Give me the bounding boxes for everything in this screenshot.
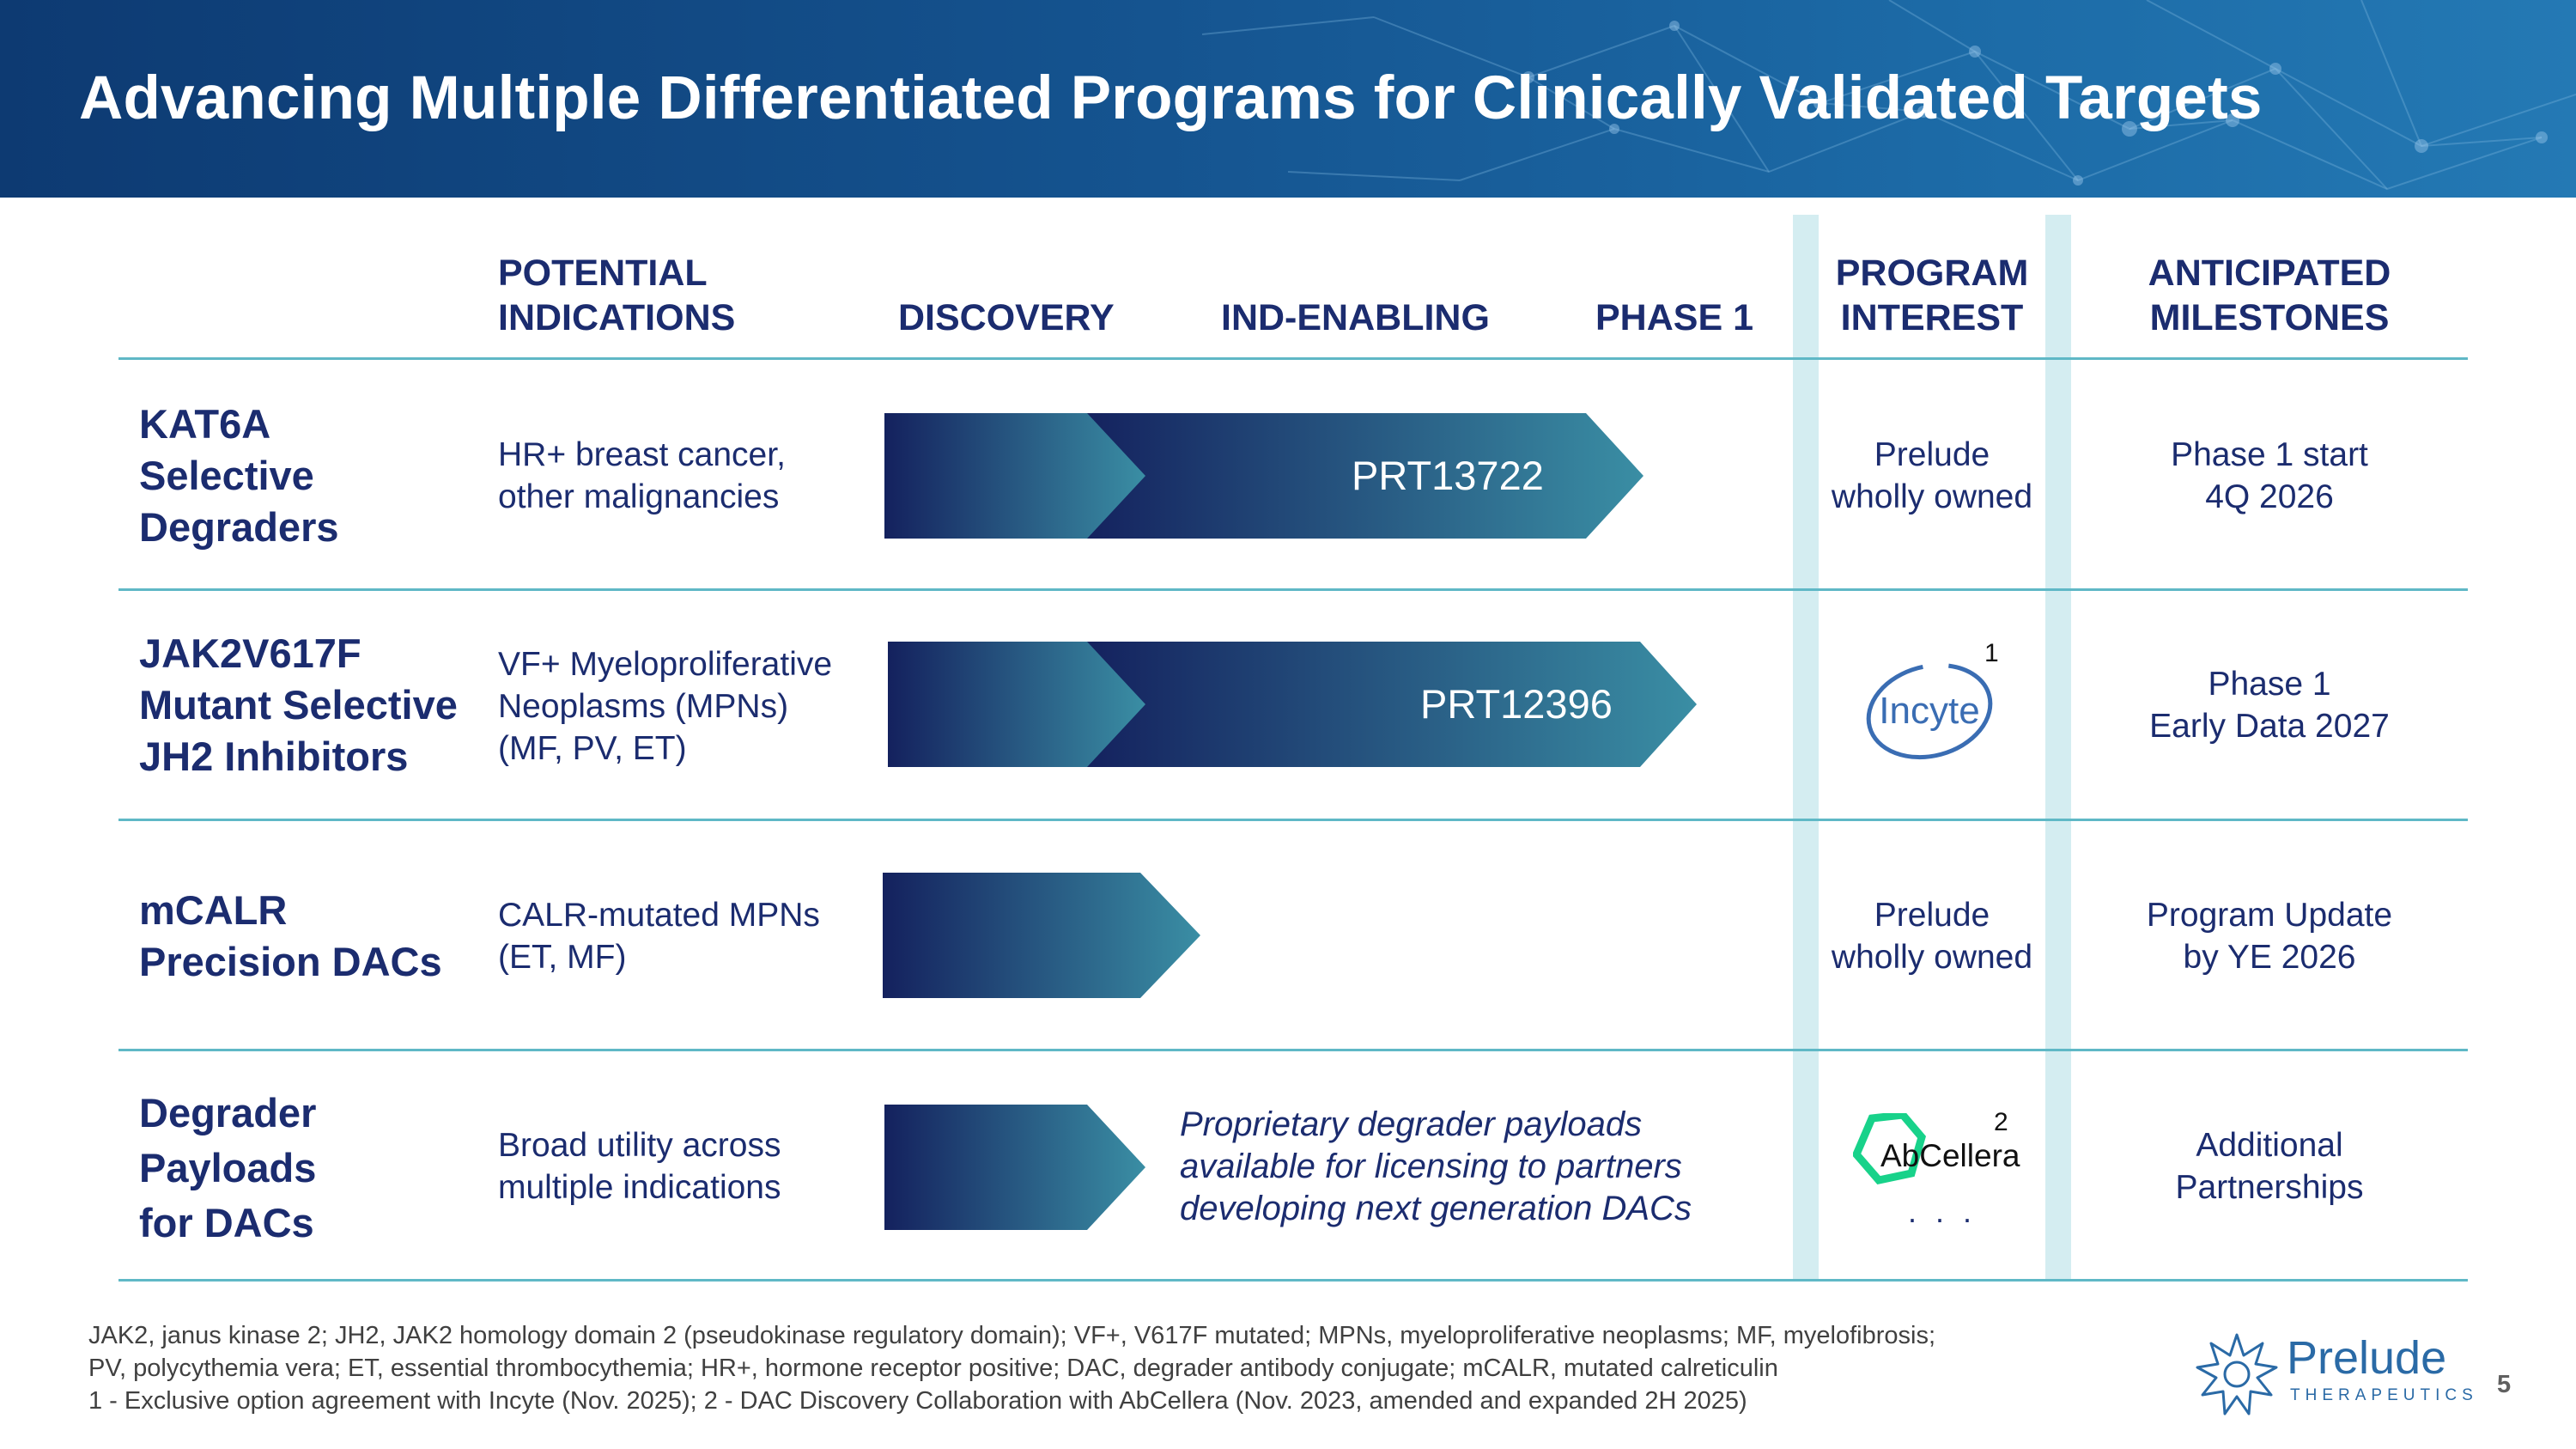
milestone-text: Phase 1 start 4Q 2026 xyxy=(2171,436,2368,515)
milestone-text: Phase 1 Early Data 2027 xyxy=(2149,666,2390,745)
row-name-kat6a: KAT6A Selective Degraders xyxy=(139,401,339,550)
milestone-text: Program Update by YE 2026 xyxy=(2146,897,2393,976)
row-name-jak2: JAK2V617F Mutant Selective JH2 Inhibitors xyxy=(139,630,458,779)
program-interest-text: Prelude wholly owned xyxy=(1831,436,2033,515)
brand-tagline: THERAPEUTICS xyxy=(2290,1386,2478,1404)
indications-text: VF+ Myeloproliferative Neoplasms (MPNs) (M… xyxy=(498,646,833,767)
program-interest-text: Prelude wholly owned xyxy=(1831,897,2033,976)
indications-text: CALR-mutated MPNs (ET, MF) xyxy=(498,897,820,976)
pipeline-arrow-prt13722 xyxy=(884,413,1643,539)
col-header-interest: PROGRAM INTEREST xyxy=(1835,253,2029,338)
row-divider xyxy=(118,819,2468,821)
col-header-discovery: DISCOVERY xyxy=(898,297,1115,338)
indications-text: Broad utility across multiple indications xyxy=(498,1127,781,1206)
more-partners-ellipsis: . . . xyxy=(1908,1194,1978,1229)
header-banner: Advancing Multiple Differentiated Progra… xyxy=(0,0,2576,198)
licensing-note: Proprietary degrader payloads available f… xyxy=(1180,1105,1692,1227)
brand-name: Prelude xyxy=(2287,1332,2447,1384)
col-header-milestones: ANTICIPATED MILESTONES xyxy=(2148,253,2391,338)
footnote-marker: 2 xyxy=(1994,1108,2008,1136)
page-number: 5 xyxy=(2497,1371,2512,1398)
program-label: PRT12396 xyxy=(1420,681,1613,727)
abcellera-wordmark: AbCellera xyxy=(1880,1138,2020,1173)
footnotes: JAK2, janus kinase 2; JH2, JAK2 homology… xyxy=(88,1322,1936,1415)
col-header-phase1: PHASE 1 xyxy=(1595,297,1754,338)
row-divider xyxy=(118,357,2468,360)
row-divider xyxy=(118,588,2468,591)
col-header-ind-enabling: IND-ENABLING xyxy=(1221,297,1490,338)
prelude-logo: Prelude THERAPEUTICS xyxy=(2194,1330,2473,1424)
column-divider-band xyxy=(1793,215,1819,1280)
incyte-logo: Incyte xyxy=(1866,662,1993,760)
row-divider xyxy=(118,1049,2468,1051)
row-divider xyxy=(118,1279,2468,1282)
row-name-degrader-payloads: Degrader Payloads for DACs xyxy=(139,1090,317,1245)
pipeline-arrow-prt12396 xyxy=(888,642,1697,767)
page-title: Advancing Multiple Differentiated Progra… xyxy=(79,64,2263,132)
network-background-graphic xyxy=(1201,0,2576,191)
column-divider-band xyxy=(2045,215,2071,1280)
milestone-text: Additional Partnerships xyxy=(2175,1127,2364,1206)
row-name-mcalr: mCALR Precision DACs xyxy=(139,887,442,984)
pipeline-arrow-mcalr xyxy=(883,873,1200,998)
indications-text: HR+ breast cancer, other malignancies xyxy=(498,436,786,515)
abcellera-logo: AbCellera xyxy=(1853,1113,2020,1184)
program-label: PRT13722 xyxy=(1352,453,1544,498)
col-header-indications: POTENTIAL INDICATIONS xyxy=(498,253,736,338)
footnote-marker: 1 xyxy=(1984,639,1999,667)
prelude-starburst-icon xyxy=(2196,1333,2278,1416)
pipeline-arrow-degrader-payloads xyxy=(884,1105,1145,1230)
incyte-wordmark: Incyte xyxy=(1879,690,1979,732)
